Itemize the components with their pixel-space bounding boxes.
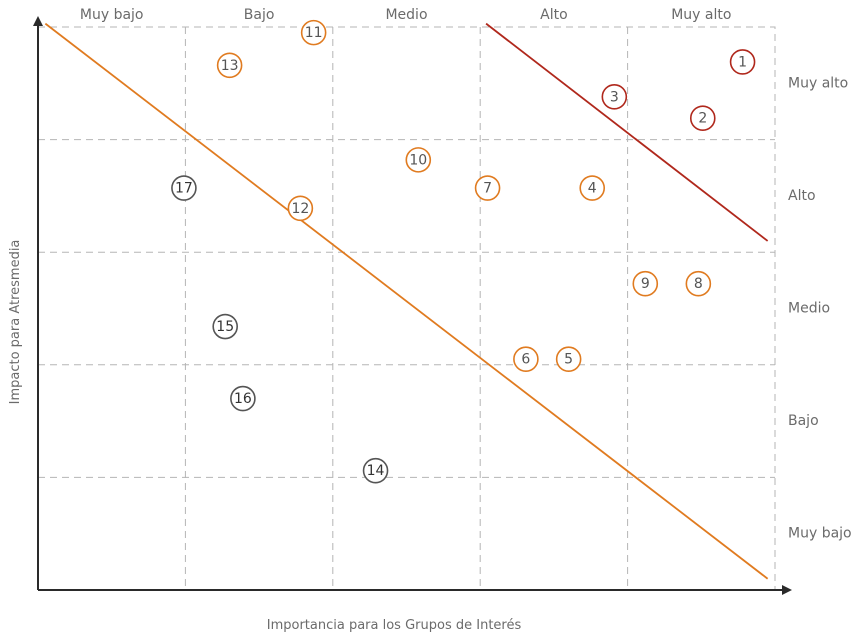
y-category-label: Muy alto	[788, 75, 848, 91]
grid-border	[37, 26, 776, 591]
data-point: 13	[216, 52, 243, 79]
y-axis-title: Impacto para Atresmedia	[8, 240, 23, 405]
data-point-marker	[212, 313, 238, 340]
data-point-label: 8	[694, 276, 703, 292]
x-category-label: Medio	[385, 7, 427, 23]
data-point-marker	[555, 346, 582, 372]
data-point-marker	[689, 105, 716, 132]
data-point: 11	[300, 19, 327, 46]
data-point-label: 14	[367, 463, 385, 479]
data-point-label: 17	[175, 181, 193, 197]
data-point-label: 6	[521, 352, 530, 368]
data-point-marker	[729, 49, 756, 75]
threshold-lines	[44, 22, 769, 580]
threshold-line-red	[485, 22, 769, 242]
data-point-marker	[474, 175, 501, 201]
data-point: 4	[579, 175, 606, 201]
data-point: 5	[555, 346, 582, 372]
data-point-label: 9	[641, 276, 650, 292]
data-point: 8	[685, 270, 712, 297]
data-point-marker	[513, 346, 539, 372]
x-category-label: Bajo	[244, 7, 275, 23]
data-point-marker	[362, 457, 389, 484]
data-point-label: 11	[305, 25, 323, 41]
data-point-label: 16	[234, 391, 252, 407]
data-point-label: 4	[588, 181, 597, 197]
data-point: 15	[212, 313, 238, 340]
x-axis-title: Importancia para los Grupos de Interés	[267, 618, 522, 633]
y-category-labels: Muy bajo Bajo Medio Alto Muy alto	[788, 75, 851, 541]
data-point-marker	[685, 270, 712, 297]
data-point-marker	[287, 195, 314, 222]
data-point: 9	[632, 270, 659, 297]
data-point-marker	[579, 175, 606, 201]
data-point: 1	[729, 49, 756, 75]
y-category-label: Alto	[788, 188, 816, 204]
data-point-label: 10	[409, 152, 427, 168]
y-category-label: Bajo	[788, 413, 819, 429]
grid	[37, 26, 776, 591]
data-point-label: 2	[698, 111, 707, 127]
data-point-marker	[405, 147, 432, 173]
data-point: 6	[513, 346, 539, 372]
y-category-label: Muy bajo	[788, 526, 851, 542]
data-point-label: 3	[610, 89, 619, 105]
data-point-marker	[632, 270, 659, 297]
axes	[33, 16, 792, 595]
data-point: 7	[474, 175, 501, 201]
data-point-marker	[601, 84, 628, 110]
data-point: 16	[230, 385, 256, 412]
x-category-label: Muy bajo	[80, 7, 144, 23]
data-point-marker	[230, 385, 256, 412]
data-point: 10	[405, 147, 432, 173]
data-point-label: 7	[483, 181, 492, 197]
data-point: 17	[171, 175, 197, 201]
x-category-labels: Muy bajo Bajo Medio Alto Muy alto	[80, 7, 732, 23]
threshold-line-orange	[44, 22, 769, 580]
data-point-label: 15	[216, 319, 234, 335]
x-category-label: Muy alto	[671, 7, 731, 23]
data-point-marker	[171, 175, 197, 201]
y-category-label: Medio	[788, 301, 830, 317]
x-category-label: Alto	[540, 7, 568, 23]
data-point: 12	[287, 195, 314, 222]
data-point: 3	[601, 84, 628, 110]
data-point-label: 12	[291, 201, 309, 217]
data-point-marker	[216, 52, 243, 79]
data-point: 14	[362, 457, 389, 484]
data-point-label: 1	[738, 54, 747, 70]
data-point-marker	[300, 19, 327, 46]
data-point-label: 5	[564, 352, 573, 368]
data-point: 2	[689, 105, 716, 132]
data-point-label: 13	[221, 58, 239, 74]
